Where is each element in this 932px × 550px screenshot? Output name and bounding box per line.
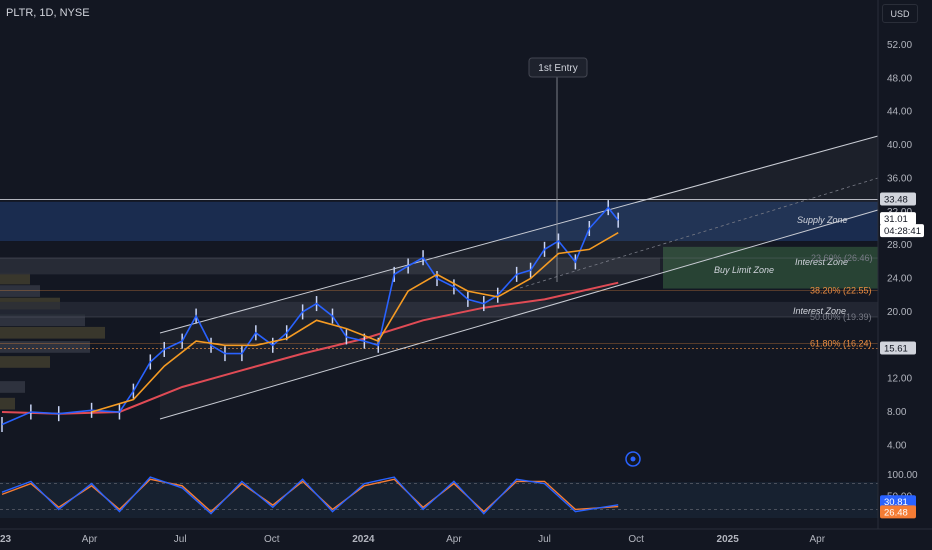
x-tick-label: Apr: [82, 534, 98, 545]
series-layer: [1, 200, 619, 433]
x-tick-label: Apr: [809, 534, 825, 545]
fib-level-label: 23.60% (26.46): [811, 253, 873, 263]
zone-layer: [0, 198, 878, 410]
channel-fill: [160, 136, 878, 419]
channel-upper-line: [159, 135, 879, 334]
price-tag-countdown-bg: [880, 224, 924, 238]
y-tick-label: 24.00: [887, 274, 912, 285]
buy-limit-zone: [663, 246, 878, 289]
y-tick-label: 48.00: [887, 73, 912, 84]
x-tick-label: 2025: [717, 534, 740, 545]
interest-zone-label: Interest Zone: [793, 306, 846, 316]
oscillator-band: [0, 482, 878, 518]
volume-profile-bar: [0, 326, 105, 339]
x-tick-label: Apr: [446, 534, 462, 545]
fib-level-label: 61.80% (16.24): [810, 338, 872, 348]
x-tick-label: Jul: [538, 534, 551, 545]
alert-icon: [625, 451, 641, 467]
supply-zone: [0, 201, 878, 242]
volume-profile-bar: [0, 285, 40, 297]
osc-tag-k-bg: [880, 495, 916, 509]
fib-level-label: 38.20% (22.55): [810, 286, 872, 296]
oscillator-pane: [0, 451, 878, 518]
ema-line: [91, 232, 619, 413]
y-tick-label: 36.00: [887, 173, 912, 184]
entry-annotation-box: [528, 57, 588, 78]
sma-line: [1, 281, 619, 415]
price-tag-resistance: 33.48: [884, 194, 908, 205]
volume-profile-bar: [0, 341, 90, 353]
entry-annotation-label: 1st Entry: [538, 63, 577, 74]
buy-limit-zone-label: Buy Limit Zone: [714, 265, 774, 275]
x-tick-label: 2024: [352, 534, 375, 545]
osc-tag-k: 30.81: [884, 497, 908, 508]
interest-zone-lower: [0, 301, 878, 317]
price-tag-last-bg: [880, 212, 916, 226]
interest-zone-label: Interest Zone: [795, 257, 848, 267]
symbol-title[interactable]: PLTR, 1D, NYSE: [6, 7, 90, 19]
y-tick-label: 44.00: [887, 107, 912, 118]
currency-button[interactable]: USD: [882, 4, 918, 23]
y-tick-label: 40.00: [887, 140, 912, 151]
supply-zone-label: Supply Zone: [797, 215, 848, 225]
price-tag-support-bg: [880, 341, 916, 355]
interest-zone-upper: [0, 257, 660, 275]
y-tick-label: 20.00: [887, 307, 912, 318]
alert-icon-dot: [630, 456, 636, 462]
y-tick-label: 28.00: [887, 240, 912, 251]
volume-profile-bar: [0, 397, 15, 410]
volume-profile-bar: [0, 356, 50, 368]
y-tick-label: 8.00: [887, 407, 907, 418]
price-tag-support: 15.61: [884, 344, 908, 355]
channel-lower-line: [159, 209, 879, 420]
price-tag-resistance-bg: [880, 192, 916, 206]
price-tag-countdown: 04:28:41: [884, 226, 921, 237]
channel-layer: 1st Entry: [159, 57, 879, 420]
x-tick-label: Oct: [264, 534, 280, 545]
price-tag-last: 31.01: [884, 214, 908, 225]
volume-profile-bar: [0, 272, 30, 285]
fib-level-label: 50.00% (19.39): [810, 312, 872, 322]
volume-profile-bar: [0, 314, 85, 327]
y-tick-label: 12.00: [887, 374, 912, 385]
osc-y-tick-label: 100.00: [887, 470, 918, 481]
y-tick-label: 52.00: [887, 40, 912, 51]
y-tick-label: 4.00: [887, 440, 907, 451]
oscillator-k-line: [1, 476, 619, 515]
osc-tag-d-bg: [880, 505, 916, 519]
channel-mid-line: [519, 177, 879, 289]
x-tick-label: Oct: [628, 534, 644, 545]
x-tick-label: 2023: [0, 534, 12, 545]
x-tick-label: Jul: [174, 534, 187, 545]
osc-tag-d: 26.48: [884, 507, 908, 518]
volume-profile-bar: [0, 381, 25, 393]
